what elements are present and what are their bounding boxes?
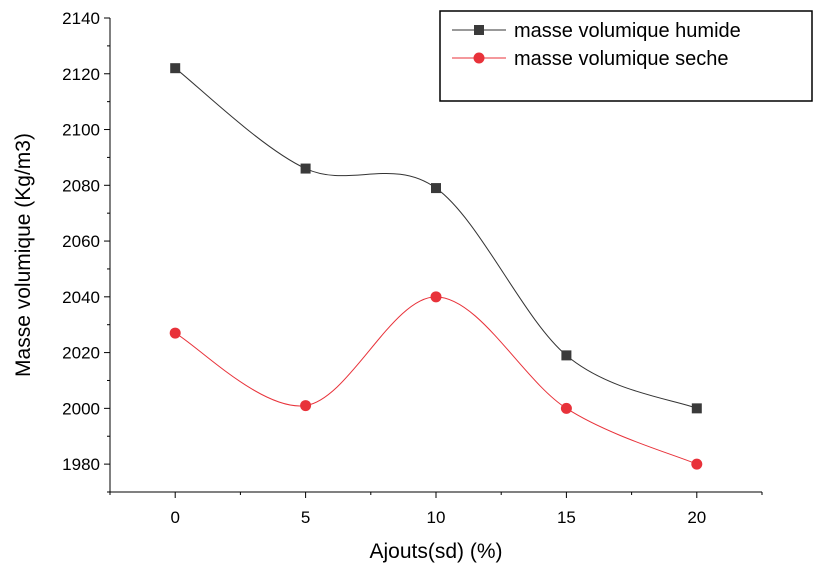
x-tick-label: 5	[301, 508, 310, 527]
data-point-square	[170, 63, 181, 74]
y-axis-title: Masse volumique (Kg/m3)	[12, 133, 35, 377]
y-tick-label: 1980	[62, 455, 100, 474]
y-tick-label: 2080	[62, 176, 100, 195]
data-point-circle	[300, 400, 312, 412]
data-point-square	[300, 163, 311, 174]
y-tick-label: 2060	[62, 232, 100, 251]
x-tick-label: 15	[557, 508, 576, 527]
legend-box	[439, 10, 813, 102]
series-line-seche	[174, 296, 697, 465]
data-point-square	[431, 183, 441, 194]
data-point-square	[691, 403, 702, 414]
x-tick-label: 20	[687, 508, 706, 527]
legend-label-seche: masse volumique seche	[514, 48, 729, 70]
y-tick-label: 2040	[62, 288, 100, 307]
y-tick-label: 2100	[62, 121, 100, 140]
x-tick-label: 10	[427, 508, 446, 527]
y-tick-label: 2120	[62, 65, 100, 84]
series	[169, 63, 703, 470]
y-tick-label: 2140	[62, 9, 100, 28]
y-tick-label: 2000	[62, 399, 100, 418]
data-point-square	[561, 350, 572, 361]
legend: masse volumique humide masse volumique s…	[439, 10, 813, 102]
data-point-circle	[169, 327, 181, 339]
series-line-humide	[174, 67, 697, 409]
ticks: 1980 2000 2020 2040 2060 2080 2100 2120 2140 0 5 10…	[62, 9, 763, 527]
legend-marker-seche	[473, 52, 485, 64]
x-axis-title: Ajouts(sd) (%)	[369, 540, 502, 563]
data-point-circle	[691, 458, 703, 470]
legend-label-humide: masse volumique humide	[514, 20, 741, 42]
legend-marker-humide	[474, 25, 484, 35]
x-tick-label: 0	[170, 508, 179, 527]
y-tick-label: 2020	[62, 344, 100, 363]
data-point-circle	[560, 402, 572, 414]
data-point-circle	[430, 291, 442, 303]
